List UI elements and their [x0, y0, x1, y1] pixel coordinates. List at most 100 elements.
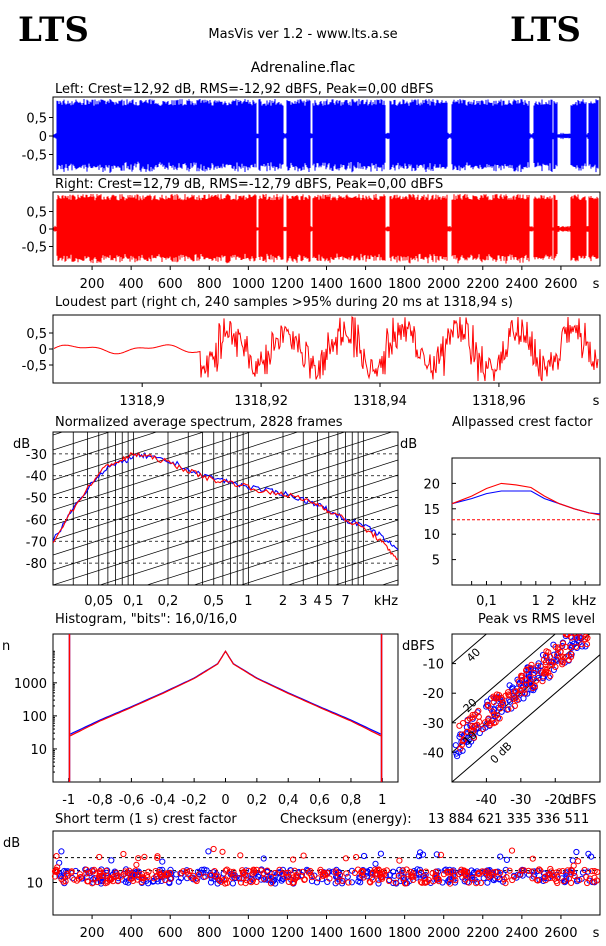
short-term-crest-point-left — [439, 879, 446, 886]
short-term-crest-point-left — [348, 879, 355, 886]
peak-vs-rms-point-right — [458, 741, 465, 749]
short-term-crest-point-right — [94, 878, 101, 886]
peak-vs-rms-frame — [451, 633, 601, 783]
short-term-crest-point-right — [154, 853, 161, 860]
peak-vs-rms-point-right — [577, 625, 582, 630]
short-term-crest-point-right — [68, 868, 75, 875]
short-term-crest-point-right — [240, 870, 247, 877]
peak-vs-rms-point-right — [510, 696, 517, 703]
peak-vs-rms-point-left — [576, 625, 581, 630]
peak-vs-rms-point-left — [580, 634, 584, 635]
spectrum-xtick-label: 1 — [244, 594, 252, 609]
right-waveform-xtick-label: 1800 — [388, 277, 421, 292]
short-term-crest-point-right — [486, 872, 493, 879]
peak-vs-rms-point-right — [534, 662, 542, 669]
short-term-crest-point-right — [353, 854, 360, 861]
short-term-crest-point-left — [318, 876, 326, 883]
right-waveform-xunit: s — [593, 277, 600, 292]
short-term-crest-point-right — [584, 879, 591, 887]
peak-vs-rms-point-right — [578, 634, 582, 635]
loudest-part-title: Loudest part (right ch, 240 samples >95%… — [55, 295, 513, 310]
short-term-crest-point-right — [386, 877, 393, 885]
short-term-crest-point-left — [372, 860, 379, 867]
peak-vs-rms-point-left — [498, 708, 505, 715]
short-term-crest-point-right — [407, 868, 414, 876]
short-term-crest-point-right — [138, 871, 145, 878]
short-term-crest-point-right — [317, 868, 324, 876]
spectrum-xtick-label: 2 — [279, 594, 287, 609]
short-term-crest-xtick-label: 2000 — [427, 926, 460, 941]
peak-vs-rms-point-left — [589, 616, 594, 621]
spectrum-xtick-label: 7 — [341, 594, 349, 609]
short-term-crest-point-left — [396, 866, 403, 874]
short-term-crest-point-right — [497, 869, 504, 876]
short-term-crest-point-left — [58, 873, 65, 880]
short-term-crest-xtick-label: 1800 — [388, 926, 421, 941]
spectrum-slope-line — [287, 549, 398, 585]
spectrum-slope-line — [53, 474, 398, 585]
peak-vs-rms-point-left — [528, 686, 535, 693]
short-term-crest-xtick-label: 2400 — [505, 926, 538, 941]
spectrum-slope-line — [145, 504, 398, 585]
crest-factor-ytick-label: 5 — [432, 554, 440, 569]
short-term-crest-point-left — [573, 848, 580, 856]
short-term-crest-point-right — [521, 867, 528, 874]
peak-vs-rms-point-right — [495, 692, 503, 699]
short-term-crest-point-right — [210, 845, 217, 853]
crest-factor-xtick-label: 1 — [532, 594, 540, 609]
short-term-crest-point-right — [432, 868, 440, 875]
peak-vs-rms-point-right — [470, 728, 477, 735]
short-term-crest-point-right — [261, 875, 268, 882]
short-term-crest-point-right — [249, 870, 256, 877]
histogram-ytick-label: 10 — [30, 743, 47, 758]
short-term-crest-point-right — [490, 869, 497, 876]
short-term-crest-point-right — [430, 878, 437, 885]
short-term-crest-point-right — [451, 872, 458, 880]
short-term-crest-point-right — [321, 871, 329, 878]
app-title: MasVis ver 1.2 - www.lts.a.se — [208, 27, 398, 42]
short-term-crest-point-right — [564, 867, 571, 874]
peak-vs-rms-point-right — [479, 725, 486, 733]
spectrum-slope-line — [53, 444, 398, 556]
short-term-crest-point-right — [245, 867, 252, 875]
peak-vs-rms-point-right — [554, 652, 561, 659]
short-term-crest-point-right — [202, 873, 209, 880]
histogram-title: Histogram, "bits": 16,0/16,0 — [55, 612, 238, 627]
peak-vs-rms-point-right — [511, 702, 519, 710]
right-waveform-title: Right: Crest=12,79 dB, RMS=-12,79 dBFS, … — [55, 177, 444, 192]
short-term-crest-point-left — [149, 878, 156, 885]
short-term-crest-point-right — [258, 867, 265, 874]
short-term-crest-point-right — [591, 874, 598, 881]
spectrum-xtick-label: 0,2 — [158, 594, 179, 609]
right-waveform-xtick-label: 1600 — [349, 277, 382, 292]
short-term-crest-point-left — [207, 879, 215, 886]
short-term-crest-point-right — [360, 874, 367, 881]
short-term-crest-point-right — [542, 877, 549, 884]
peak-vs-rms-point-right — [458, 731, 466, 738]
short-term-crest-point-right — [193, 877, 200, 885]
short-term-crest-point-left — [584, 868, 592, 875]
peak-vs-rms-point-right — [575, 626, 580, 631]
peak-vs-rms-point-right — [584, 634, 591, 642]
short-term-crest-point-right — [291, 867, 298, 874]
short-term-crest-point-right — [196, 871, 203, 878]
loudest-part-xtick-label: 1318,94 — [353, 394, 407, 409]
short-term-crest-point-right — [58, 876, 65, 883]
short-term-crest-point-left — [414, 866, 421, 873]
spectrum-xtick-label: 5 — [325, 594, 333, 609]
short-term-crest-point-right — [230, 871, 237, 878]
peak-vs-rms-point-right — [559, 640, 567, 647]
peak-vs-rms-point-left — [499, 698, 506, 706]
short-term-crest-point-right — [509, 876, 516, 884]
short-term-crest-point-left — [588, 853, 595, 860]
short-term-crest-ytick-label: 10 — [26, 877, 43, 892]
loudest-part-signal — [53, 315, 599, 382]
peak-vs-rms-point-right — [545, 649, 552, 656]
short-term-crest-point-left — [270, 873, 277, 880]
short-term-crest-point-right — [216, 876, 223, 883]
peak-vs-rms-crest-diagonal — [452, 634, 591, 754]
short-term-crest-point-left — [415, 853, 423, 860]
short-term-crest-point-right — [293, 874, 300, 881]
short-term-crest-point-right — [271, 870, 278, 877]
